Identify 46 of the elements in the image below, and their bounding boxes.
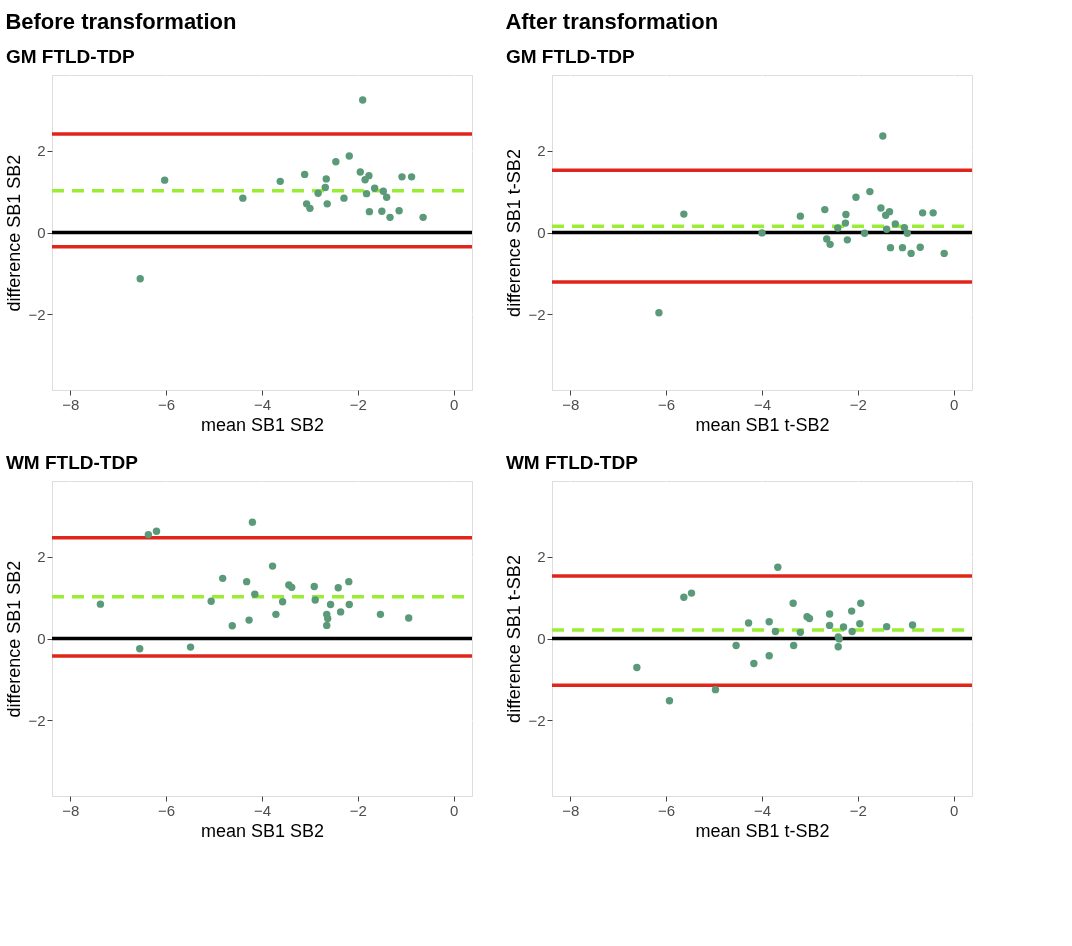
- chart-title: GM FTLD-TDP: [5, 46, 135, 67]
- chart-title: WM FTLD-TDP: [505, 452, 639, 473]
- x-tick-label: −8: [62, 395, 80, 413]
- y-tick-label: −2: [528, 711, 546, 729]
- chart-title: GM FTLD-TDP: [505, 46, 635, 67]
- x-tick-label: −6: [158, 801, 176, 819]
- x-tick-label: −6: [658, 395, 676, 413]
- y-tick-label: 2: [37, 548, 46, 566]
- y-tick-label: 0: [537, 224, 546, 241]
- y-tick-label: −2: [28, 711, 46, 729]
- x-tick-label: −2: [849, 801, 867, 819]
- x-tick-label: 0: [950, 801, 959, 819]
- x-tick-label: 0: [950, 395, 959, 413]
- y-tick-label: 2: [537, 548, 546, 566]
- text: After transformation: [505, 8, 719, 34]
- y-tick-label: 0: [37, 630, 46, 647]
- x-tick-label: 0: [450, 801, 459, 819]
- text: Before transformation: [5, 8, 237, 34]
- y-tick-label: 2: [37, 142, 46, 160]
- x-tick-label: −2: [349, 395, 367, 413]
- x-axis-title: mean SB1 SB2: [200, 820, 325, 841]
- x-tick-label: −4: [753, 395, 772, 413]
- x-tick-label: −6: [158, 395, 176, 413]
- y-tick-label: −2: [28, 305, 46, 323]
- y-tick-label: 2: [537, 142, 546, 160]
- y-axis-title: difference SB1 SB2: [4, 560, 25, 718]
- y-axis-title: difference SB1 SB2: [4, 154, 25, 312]
- x-tick-label: −8: [62, 801, 80, 819]
- y-tick-label: 0: [37, 224, 46, 241]
- x-tick-label: 0: [450, 395, 459, 413]
- y-tick-label: −2: [528, 305, 546, 323]
- x-tick-label: −2: [349, 801, 367, 819]
- y-tick-label: 0: [537, 630, 546, 647]
- x-tick-label: −4: [253, 395, 272, 413]
- x-tick-label: −4: [753, 801, 772, 819]
- x-axis-title: mean SB1 SB2: [200, 414, 325, 435]
- y-axis-title: difference SB1 t-SB2: [504, 555, 525, 723]
- x-tick-label: −8: [562, 801, 580, 819]
- x-tick-label: −4: [253, 801, 272, 819]
- x-tick-label: −6: [658, 801, 676, 819]
- y-axis-title: difference SB1 t-SB2: [504, 149, 525, 317]
- chart-title: WM FTLD-TDP: [5, 452, 139, 473]
- x-axis-title: mean SB1 t-SB2: [695, 820, 830, 841]
- x-tick-label: −2: [849, 395, 867, 413]
- x-tick-label: −8: [562, 395, 580, 413]
- x-axis-title: mean SB1 t-SB2: [695, 414, 830, 435]
